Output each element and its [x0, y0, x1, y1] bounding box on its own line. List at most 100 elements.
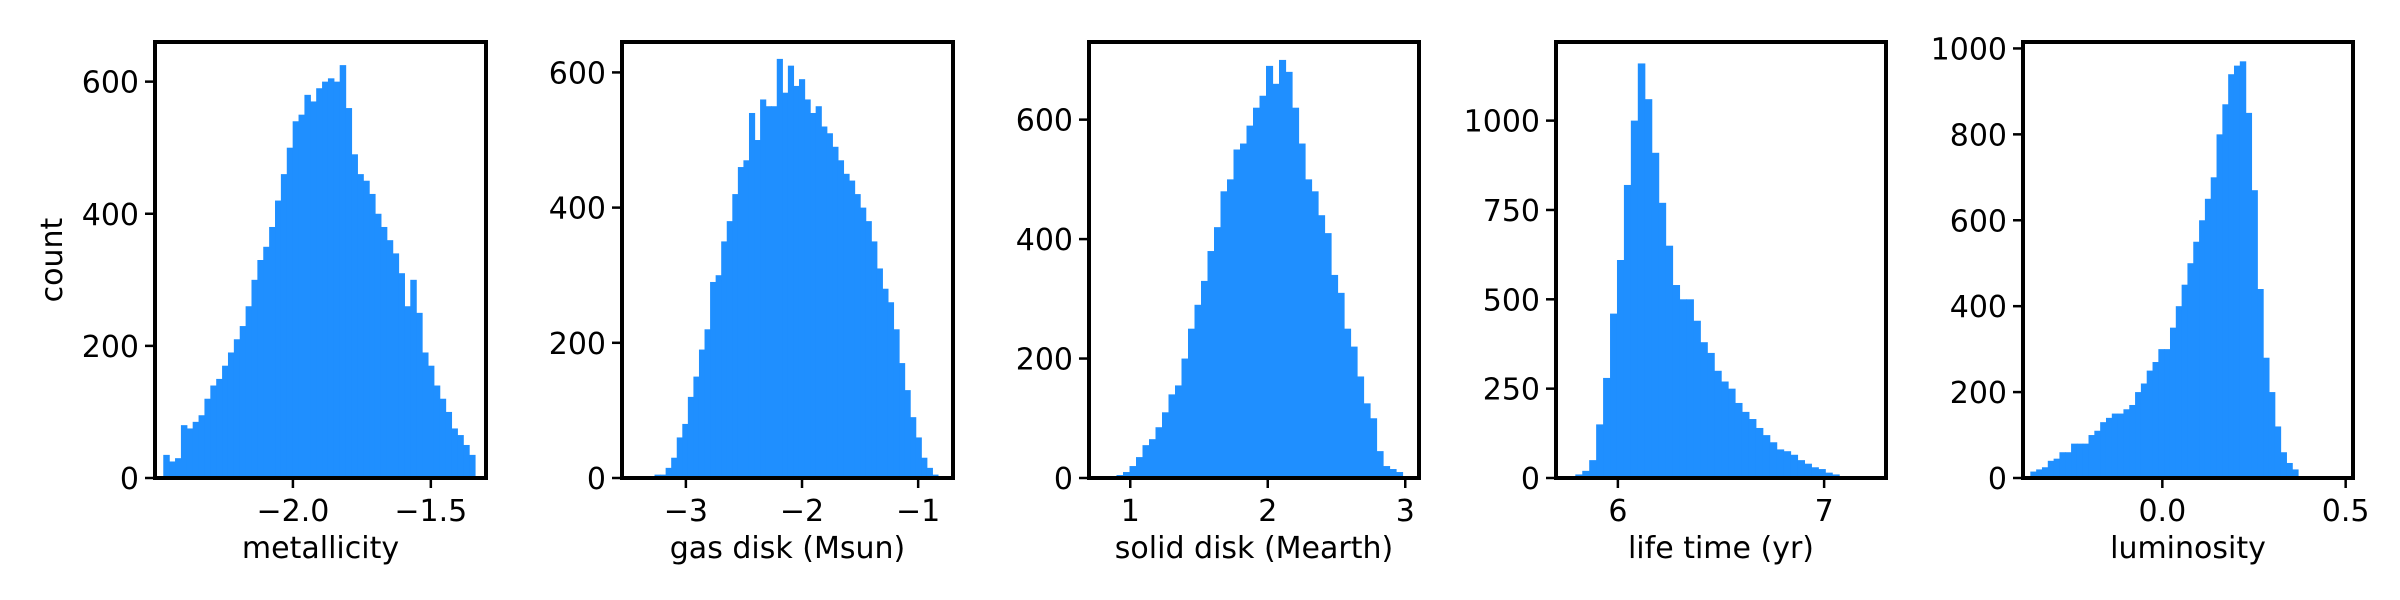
histogram-bar: [1168, 394, 1176, 478]
histogram-bar: [876, 268, 883, 478]
histogram-bar: [732, 194, 739, 478]
histogram-bar: [1776, 449, 1785, 478]
histogram-bar: [210, 385, 217, 478]
histogram-bar: [2274, 426, 2282, 478]
histogram-bar: [2094, 430, 2101, 478]
histogram-bar: [275, 200, 282, 479]
histogram-bar: [398, 273, 405, 478]
y-tick-label: 0: [1054, 462, 1073, 497]
histogram-bar: [715, 275, 722, 478]
y-tick-label: 200: [82, 330, 139, 365]
histogram-bar: [882, 288, 889, 478]
histogram-bar: [204, 398, 211, 478]
histogram-bar: [233, 339, 241, 478]
histogram-bar: [1155, 427, 1163, 478]
histogram-bar: [1376, 451, 1384, 478]
histogram-panel: 0 200 400 600 800 1000 0.0 0.5 luminosity: [1931, 32, 2370, 566]
histogram-bar: [374, 213, 382, 478]
histogram-bar: [1790, 454, 1799, 478]
histogram-bar: [1240, 143, 1248, 478]
histogram-bar: [1582, 470, 1590, 478]
histogram-bar: [2041, 467, 2049, 478]
histogram-bar: [2158, 349, 2165, 478]
histogram-bar: [1331, 274, 1339, 478]
histogram-bar: [1707, 352, 1715, 478]
histogram-bar: [2146, 370, 2154, 478]
histogram-bar: [263, 246, 270, 478]
histogram-bar: [793, 85, 800, 478]
histogram-bar: [2216, 134, 2223, 478]
x-axis-label: metallicity: [242, 531, 399, 566]
histogram-bar: [665, 467, 672, 478]
histogram-bar: [322, 81, 329, 478]
histogram-bar: [1700, 342, 1708, 478]
histogram-bar: [910, 417, 917, 478]
y-tick-label: 200: [549, 327, 606, 362]
histogram-bar: [2100, 422, 2107, 478]
histogram-bar: [2053, 458, 2061, 478]
histogram-bar: [676, 437, 683, 478]
histogram-bar: [2199, 220, 2206, 478]
histogram-bar: [698, 349, 706, 478]
histogram-bar: [292, 121, 300, 479]
histogram-bar: [693, 376, 700, 478]
histogram-bar: [1207, 251, 1215, 478]
histogram-bar: [333, 81, 341, 478]
axes-frame: [2021, 40, 2355, 480]
histogram-bar: [2245, 112, 2253, 478]
histogram-bar: [1672, 285, 1681, 478]
histogram-bar: [865, 221, 872, 478]
histogram-bar: [386, 240, 394, 478]
histogram-bar: [921, 457, 928, 478]
axes-frame: [620, 40, 955, 480]
histogram-bar: [2152, 362, 2159, 478]
x-tick-label: −2.0: [256, 494, 329, 529]
histogram-bar: [1589, 460, 1597, 478]
histogram-bar: [416, 312, 423, 478]
histogram-bar: [748, 112, 756, 478]
y-tick-label: 600: [82, 66, 139, 101]
histogram-bar: [782, 92, 789, 478]
histogram-bar: [1279, 59, 1287, 479]
histogram-bar: [422, 352, 429, 478]
y-tick-label: 200: [1016, 343, 1073, 378]
y-tick-label: 400: [549, 192, 606, 227]
histogram-bar: [2164, 349, 2171, 478]
histogram-bar: [887, 302, 895, 478]
histogram-bar: [1665, 245, 1674, 478]
histogram-bar: [1644, 99, 1653, 479]
y-tick-label: 750: [1483, 194, 1540, 229]
histogram-bar: [239, 326, 247, 478]
histogram-bar: [1728, 388, 1736, 478]
histogram-bar: [915, 437, 922, 478]
histogram-bar: [1357, 376, 1365, 478]
histogram-bar: [2280, 452, 2287, 478]
histogram-bar: [2204, 198, 2212, 479]
histogram-bar: [1370, 418, 1378, 478]
histogram-bar: [1162, 412, 1170, 478]
histogram-bar: [1350, 346, 1358, 478]
histogram-bar: [2169, 327, 2177, 478]
histogram-bar: [871, 241, 878, 478]
histogram-bar: [2030, 471, 2037, 478]
histogram-bar: [2123, 409, 2130, 478]
histogram-bar: [765, 106, 772, 478]
histogram-bar: [726, 221, 733, 478]
histogram-bar: [457, 435, 464, 478]
histogram-bar: [357, 174, 364, 478]
histogram-bar: [1603, 377, 1611, 478]
histogram-bar: [1142, 445, 1150, 478]
y-tick-label: 0: [120, 462, 139, 497]
histogram-bar: [815, 106, 822, 478]
histogram-bar: [327, 78, 335, 478]
y-tick-label: 1000: [1464, 105, 1540, 140]
histogram-bar: [433, 385, 441, 478]
x-tick-label: 0.5: [2322, 494, 2370, 529]
histogram-bar: [392, 253, 400, 478]
histogram-bar: [1714, 370, 1722, 478]
histogram-bar: [451, 428, 458, 478]
histogram-bar: [843, 173, 850, 478]
histogram-bar: [1783, 451, 1792, 478]
histogram-bar: [439, 398, 447, 478]
